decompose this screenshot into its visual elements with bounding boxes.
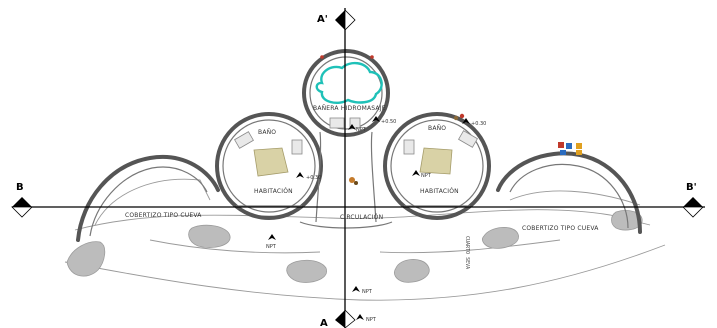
- section-marker-icon: [11, 197, 33, 218]
- section-label-a-bottom: A: [320, 318, 328, 328]
- level-bottom-a: NPT: [352, 286, 373, 295]
- section-label-b-right: B': [686, 182, 697, 193]
- circulation-walls: [299, 131, 393, 229]
- north-arrow-icon: [372, 116, 380, 122]
- cave-shelter-left: [76, 154, 220, 242]
- room-label-bath-left: BAÑO: [258, 129, 276, 136]
- svg-text:NPT: NPT: [266, 244, 277, 250]
- plant-icon: [349, 177, 358, 185]
- level-jacuzzi: +0.50: [372, 116, 396, 125]
- svg-text:NPT: NPT: [366, 317, 377, 323]
- room-label-bedroom-right: HABITACIÓN: [420, 188, 459, 195]
- level-bath-left: +0.30: [296, 172, 321, 181]
- section-label-b-left: B: [16, 182, 24, 193]
- north-arrow-icon: [296, 172, 304, 178]
- vertical-note: CUARTO SEVA: [464, 236, 470, 269]
- flag-icon: [558, 142, 582, 155]
- north-arrow-icon: [352, 286, 360, 292]
- bedroom-module-right: [383, 112, 491, 220]
- room-label-cave-left: COBERTIZO TIPO CUEVA: [125, 212, 202, 219]
- level-bedroom-right: NPT: [412, 170, 432, 179]
- room-label-cave-right: COBERTIZO TIPO CUEVA: [522, 225, 599, 232]
- section-marker-icon: [335, 9, 356, 31]
- bed-right: [419, 147, 453, 175]
- level-bedroom-left: NPT: [266, 234, 277, 250]
- rock: [611, 210, 643, 231]
- section-marker-icon: [682, 197, 704, 218]
- section-marker-icon: [335, 309, 356, 328]
- room-label-circulation: CIRCULACIÓN: [340, 214, 383, 221]
- north-arrow-icon: [412, 170, 420, 176]
- room-label-bath-right: BAÑO: [428, 125, 446, 132]
- svg-text:NPT: NPT: [362, 289, 373, 295]
- rock: [394, 259, 430, 283]
- room-label-bedroom-left: HABITACIÓN: [254, 188, 293, 195]
- svg-text:+0.30: +0.30: [471, 121, 486, 127]
- north-arrow-icon: [348, 124, 356, 130]
- bedroom-module-left: [215, 112, 323, 220]
- terrain-lines: [64, 178, 666, 301]
- north-arrow-icon: [462, 118, 470, 124]
- jacuzzi-water: [315, 61, 383, 104]
- svg-text:+0.50: +0.50: [381, 119, 396, 125]
- bed-left: [253, 147, 289, 177]
- level-bath-right: +0.30: [462, 118, 486, 127]
- jacuzzi-module: [302, 49, 390, 137]
- svg-text:NPT: NPT: [356, 127, 367, 133]
- svg-text:NPT: NPT: [421, 173, 432, 179]
- level-bottom-b: NPT: [356, 314, 377, 323]
- rock: [482, 227, 519, 249]
- rock: [188, 224, 231, 248]
- section-label-a-top: A': [317, 14, 328, 25]
- north-arrow-icon: [356, 314, 364, 320]
- north-arrow-icon: [268, 234, 276, 240]
- level-entry: NPT: [348, 124, 367, 133]
- rock: [66, 241, 106, 277]
- svg-text:+0.30: +0.30: [306, 175, 321, 181]
- room-label-jacuzzi: BAÑERA HIDROMASAJE: [313, 105, 386, 112]
- rocks: [66, 210, 643, 283]
- rock: [286, 259, 327, 283]
